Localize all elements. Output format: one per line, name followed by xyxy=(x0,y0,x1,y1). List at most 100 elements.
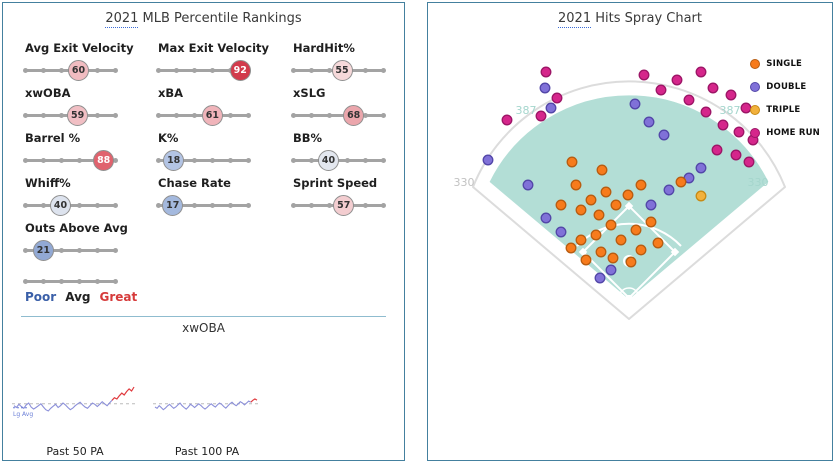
hit-dot-double[interactable] xyxy=(555,226,567,238)
percentile-bubble[interactable]: 55 xyxy=(331,60,353,81)
hit-dot-triple[interactable] xyxy=(695,190,707,202)
hit-dot-home_run[interactable] xyxy=(638,69,650,81)
hit-dot-double[interactable] xyxy=(594,272,606,284)
percentile-track: 21 xyxy=(23,240,118,261)
track-tick xyxy=(95,279,100,284)
percentile-bubble[interactable]: 60 xyxy=(68,60,89,81)
hit-dot-double[interactable] xyxy=(629,98,641,110)
hit-dot-home_run[interactable] xyxy=(730,149,742,161)
track-tick xyxy=(327,203,332,208)
hit-dot-single[interactable] xyxy=(593,209,605,221)
hit-dot-single[interactable] xyxy=(622,189,634,201)
past-100-pa-label: Past 100 PA xyxy=(174,445,240,458)
hit-dot-single[interactable] xyxy=(565,242,577,254)
hit-dot-single[interactable] xyxy=(675,176,687,188)
hit-dot-double[interactable] xyxy=(540,212,552,224)
hit-dot-double[interactable] xyxy=(658,129,670,141)
hit-dot-home_run[interactable] xyxy=(540,66,552,78)
hit-dot-home_run[interactable] xyxy=(717,119,729,131)
track-tick xyxy=(23,158,28,163)
hit-dot-home_run[interactable] xyxy=(700,106,712,118)
legend-item-triple[interactable]: TRIPLE xyxy=(750,105,820,115)
percentile-bubble[interactable]: 68 xyxy=(343,105,365,126)
hit-dot-double[interactable] xyxy=(643,116,655,128)
hit-dot-single[interactable] xyxy=(580,254,592,266)
hit-dot-home_run[interactable] xyxy=(743,156,755,168)
hit-dot-single[interactable] xyxy=(635,244,647,256)
percentile-bubble[interactable]: 59 xyxy=(67,105,89,126)
hit-dot-double[interactable] xyxy=(663,184,675,196)
hit-dot-double[interactable] xyxy=(482,154,494,166)
hit-dot-double[interactable] xyxy=(605,264,617,276)
hit-dot-home_run[interactable] xyxy=(655,84,667,96)
hit-dot-single[interactable] xyxy=(595,246,607,258)
percentile-bubble[interactable]: 21 xyxy=(32,240,54,261)
hit-dot-home_run[interactable] xyxy=(535,110,547,122)
hit-dot-home_run[interactable] xyxy=(683,94,695,106)
hit-dot-single[interactable] xyxy=(605,219,617,231)
hit-dot-double[interactable] xyxy=(539,82,551,94)
percentile-bubble[interactable]: 61 xyxy=(201,105,223,126)
track-tick xyxy=(363,68,368,73)
stat-xslg: xSLG 68 xyxy=(291,86,393,131)
percentile-bubble[interactable]: 92 xyxy=(229,60,251,81)
hit-dot-single[interactable] xyxy=(607,252,619,264)
hit-dot-double[interactable] xyxy=(645,199,657,211)
track-tick xyxy=(192,203,197,208)
stat-outs-above-avg: Outs Above Avg 21 xyxy=(23,221,158,266)
hit-dot-single[interactable] xyxy=(566,156,578,168)
hit-dot-single[interactable] xyxy=(635,179,647,191)
hit-dot-double[interactable] xyxy=(545,102,557,114)
hit-dot-single[interactable] xyxy=(570,179,582,191)
hit-dot-single[interactable] xyxy=(555,199,567,211)
hit-dot-home_run[interactable] xyxy=(707,82,719,94)
hit-dot-single[interactable] xyxy=(585,194,597,206)
percentile-bubble[interactable]: 40 xyxy=(50,195,71,216)
percentile-grid: Avg Exit Velocity 60 Max Exit Velocity 92 Ha… xyxy=(23,41,393,311)
percentile-panel-title: 2021 MLB Percentile Rankings xyxy=(3,11,404,28)
hit-dot-home_run[interactable] xyxy=(501,114,513,126)
track-tick xyxy=(381,203,386,208)
year-dropdown[interactable]: 2021 xyxy=(105,11,139,28)
hit-dot-double[interactable] xyxy=(695,162,707,174)
stat-label: K% xyxy=(158,131,179,145)
percentile-bubble[interactable]: 40 xyxy=(318,150,339,171)
hit-dot-single[interactable] xyxy=(610,199,622,211)
legend-item-single[interactable]: SINGLE xyxy=(750,59,820,69)
track-tick xyxy=(246,203,251,208)
stat-k-: K% 18 xyxy=(156,131,293,176)
section-divider xyxy=(21,316,386,317)
track-tick xyxy=(174,68,179,73)
track-tick xyxy=(41,158,46,163)
hit-dot-home_run[interactable] xyxy=(695,66,707,78)
track-tick xyxy=(174,113,179,118)
hit-dot-single[interactable] xyxy=(625,256,637,268)
hit-dot-single[interactable] xyxy=(615,234,627,246)
hit-dot-single[interactable] xyxy=(575,204,587,216)
hit-dot-home_run[interactable] xyxy=(733,126,745,138)
percentile-bubble[interactable]: 57 xyxy=(333,195,355,216)
hit-dot-home_run[interactable] xyxy=(725,89,737,101)
hit-dot-home_run[interactable] xyxy=(711,144,723,156)
legend-item-home_run[interactable]: HOME RUN xyxy=(750,128,820,138)
hit-dot-single[interactable] xyxy=(590,229,602,241)
stat-label: Max Exit Velocity xyxy=(158,41,270,55)
hit-dot-single[interactable] xyxy=(596,164,608,176)
track-tick xyxy=(381,68,386,73)
percentile-bubble[interactable]: 88 xyxy=(93,150,115,171)
percentile-bubble[interactable]: 18 xyxy=(163,150,185,171)
hit-dot-single[interactable] xyxy=(600,186,612,198)
hit-dot-single[interactable] xyxy=(645,216,657,228)
year-dropdown[interactable]: 2021 xyxy=(558,11,592,28)
hit-dot-single[interactable] xyxy=(575,234,587,246)
track-tick xyxy=(228,203,233,208)
hit-dot-double[interactable] xyxy=(522,179,534,191)
hit-dot-home_run[interactable] xyxy=(671,74,683,86)
stat-xwoba: xwOBA 59 xyxy=(23,86,158,131)
hit-dot-home_run[interactable] xyxy=(551,92,563,104)
track-tick xyxy=(113,158,118,163)
legend-item-double[interactable]: DOUBLE xyxy=(750,82,820,92)
hit-dot-single[interactable] xyxy=(630,224,642,236)
percentile-bubble[interactable]: 17 xyxy=(162,195,184,216)
hit-dot-single[interactable] xyxy=(652,237,664,249)
